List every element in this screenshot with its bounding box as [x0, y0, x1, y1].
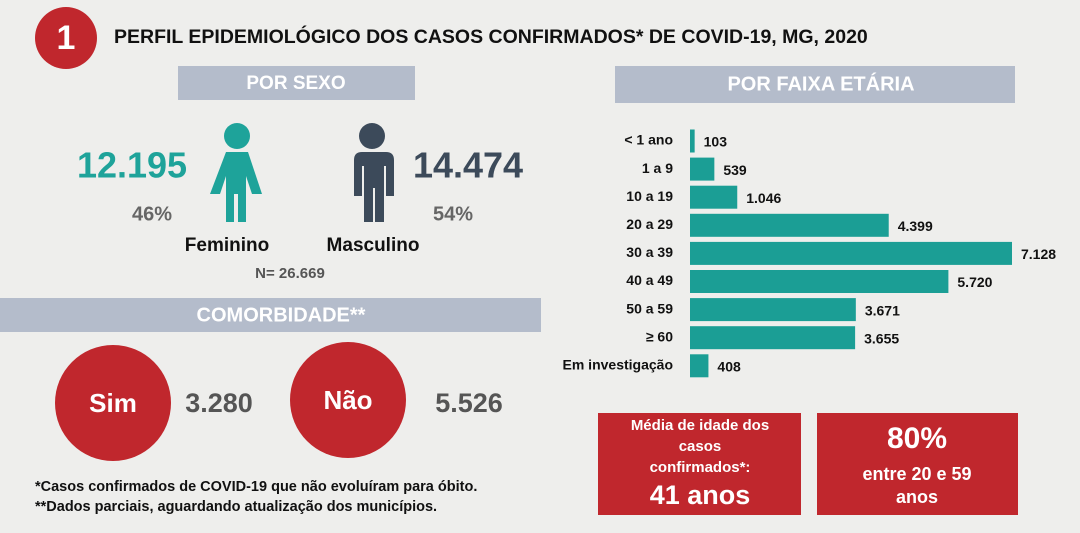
page-title: PERFIL EPIDEMIOLÓGICO DOS CASOS CONFIRMA…	[114, 24, 868, 48]
female-percent: 46%	[132, 203, 172, 225]
mean-age-value: 41 anos	[650, 480, 751, 510]
category-label: 50 a 59	[626, 300, 673, 316]
no-count: 5.526	[435, 388, 503, 418]
total: N= 26.669	[255, 265, 325, 282]
category-label: 1 a 9	[642, 160, 673, 176]
category-label: Em investigação	[563, 357, 674, 373]
value-label: 4.399	[898, 218, 933, 234]
no-circle	[290, 342, 406, 458]
footnote: *Casos confirmados de COVID-19 que não e…	[35, 479, 477, 495]
bar	[690, 354, 709, 378]
mean-age-text: confirmados*:	[650, 459, 751, 476]
value-label: 7.128	[1021, 246, 1056, 262]
female-label: Feminino	[185, 235, 269, 256]
yes-circle	[55, 345, 171, 461]
male-icon	[354, 123, 394, 222]
value-label: 103	[704, 134, 728, 150]
mean-age-box	[598, 413, 801, 515]
category-label: < 1 ano	[624, 132, 673, 148]
chart-title: POR FAIXA ETÁRIA	[727, 72, 914, 95]
yes-count: 3.280	[185, 388, 253, 418]
female-icon	[210, 123, 262, 222]
value-label: 1.046	[746, 190, 781, 206]
share-value: 80%	[887, 422, 947, 455]
sex-title: POR SEXO	[246, 73, 345, 94]
age-banner	[615, 66, 1015, 103]
bar	[690, 241, 1012, 265]
category-label: 40 a 49	[626, 272, 673, 288]
category-label: ≥ 60	[646, 328, 673, 344]
value-label: 539	[723, 162, 747, 178]
mean-age-text: Média de idade dos	[631, 417, 769, 434]
bar	[690, 129, 695, 153]
female-count: 12.195	[77, 145, 187, 186]
value-label: 3.671	[865, 302, 900, 318]
bar	[690, 298, 856, 322]
bar	[690, 157, 715, 181]
bar	[690, 326, 856, 350]
category-label: 30 a 39	[626, 244, 673, 260]
share-text: entre 20 e 59	[862, 464, 971, 484]
category-label: 10 a 19	[626, 188, 673, 204]
sex-banner	[178, 66, 415, 100]
share-box	[817, 413, 1018, 515]
footnote: **Dados parciais, aguardando atualização…	[35, 499, 437, 515]
comorbidity-banner	[0, 298, 541, 332]
bar	[690, 213, 889, 237]
bar	[690, 185, 738, 209]
value-label: 3.655	[864, 330, 899, 346]
male-count: 14.474	[413, 145, 523, 186]
no-label: Não	[323, 385, 372, 415]
bar	[690, 270, 949, 293]
male-label: Masculino	[327, 235, 420, 256]
comorbidity-title: COMORBIDADE**	[197, 304, 366, 326]
value-label: 408	[717, 359, 741, 375]
value-label: 5.720	[957, 274, 992, 290]
section-number: 1	[57, 19, 76, 57]
mean-age-text: casos	[679, 438, 722, 455]
male-percent: 54%	[433, 203, 473, 225]
number-badge	[35, 7, 97, 69]
yes-label: Sim	[89, 388, 137, 418]
share-text: anos	[896, 487, 938, 507]
category-label: 20 a 29	[626, 216, 673, 232]
